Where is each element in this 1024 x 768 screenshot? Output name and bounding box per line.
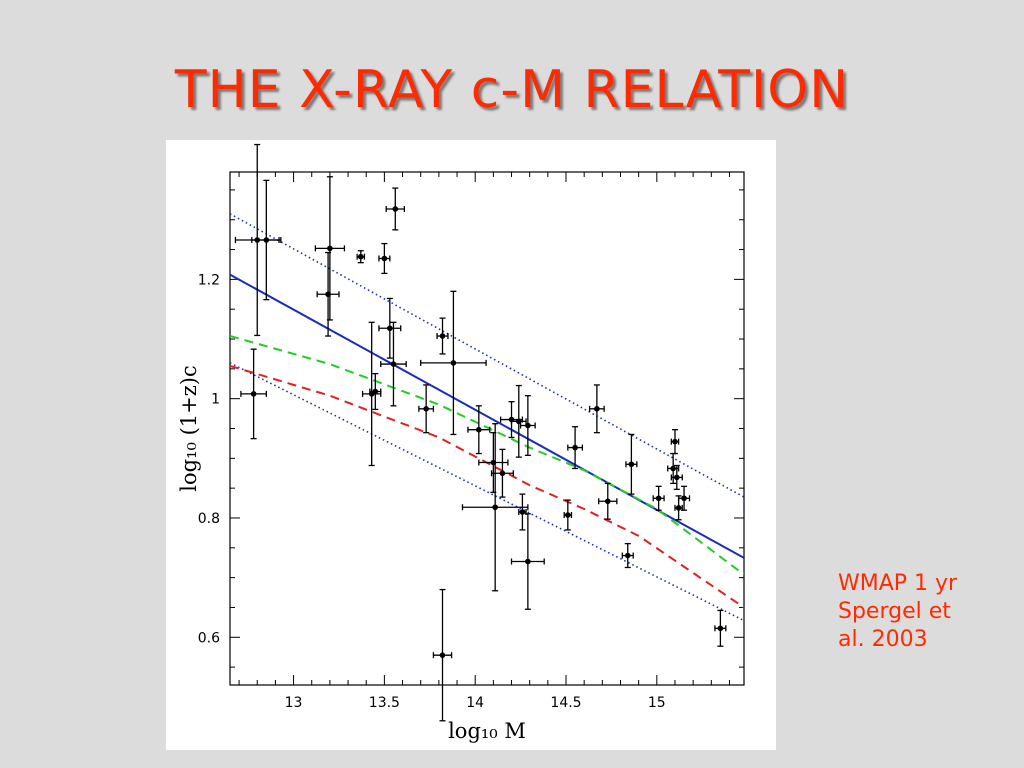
plot-frame <box>229 171 745 686</box>
data-point <box>357 253 364 260</box>
data-point <box>325 291 331 298</box>
data-point <box>604 498 611 505</box>
data-point <box>250 391 257 397</box>
data-point <box>525 422 531 429</box>
data-point <box>499 470 506 477</box>
slide-title: THE X-RAY c-M RELATION <box>174 60 850 120</box>
data-point <box>381 255 388 262</box>
model-line-dotted <box>230 362 744 622</box>
data-point <box>670 465 676 472</box>
data-point <box>392 206 399 212</box>
data-point <box>263 237 270 243</box>
data-point <box>390 361 397 367</box>
y-tick-label: 0.8 <box>198 511 220 527</box>
note-line-2: Spergel et <box>838 599 951 624</box>
data-point <box>594 406 600 412</box>
figure-panel: 13 13.5 14 14.5 15 0.6 0.8 1 1.2 log₁₀ M log₁₀ (1+… <box>166 140 776 750</box>
model-line-dashed <box>230 364 744 609</box>
data-point <box>372 388 379 395</box>
cm-relation-plot: 13 13.5 14 14.5 15 0.6 0.8 1 1.2 log₁₀ M log₁₀ (1+… <box>177 143 745 743</box>
x-axis-label: log₁₀ M <box>448 719 526 743</box>
x-tick-label: 13.5 <box>369 695 400 711</box>
x-tick-label: 13 <box>285 695 303 711</box>
model-line-dashed <box>230 335 744 576</box>
data-point <box>681 495 687 502</box>
data-point <box>624 552 631 559</box>
note-line-3: al. 2003 <box>838 627 928 652</box>
data-point <box>439 333 446 339</box>
data-point <box>655 495 662 502</box>
note-line-1: WMAP 1 yr <box>838 571 958 596</box>
model-line-dotted <box>230 213 744 498</box>
y-axis-label: log₁₀ (1+z)c <box>177 365 201 491</box>
data-point <box>450 360 457 366</box>
data-point <box>672 438 678 445</box>
data-point <box>628 461 635 468</box>
data-point <box>519 509 526 515</box>
data-point <box>673 474 680 481</box>
data-point <box>675 505 682 511</box>
data-point <box>525 558 531 565</box>
data-point <box>439 652 446 658</box>
data-point <box>476 426 482 433</box>
data-point <box>565 512 571 518</box>
wmap-note: WMAP 1 yr Spergel et al. 2003 <box>838 570 1008 654</box>
y-tick-label: 1.2 <box>198 272 220 288</box>
x-tick-label: 14.5 <box>550 695 581 711</box>
data-point <box>572 444 578 451</box>
data-point <box>327 245 333 252</box>
data-point <box>492 504 498 511</box>
data-point <box>717 625 724 632</box>
y-tick-label: 0.6 <box>198 630 220 646</box>
data-point <box>423 406 429 412</box>
x-tick-label: 14 <box>466 695 484 711</box>
y-tick-label: 1 <box>211 392 220 408</box>
x-tick-label: 15 <box>648 695 666 711</box>
data-point <box>387 325 393 332</box>
